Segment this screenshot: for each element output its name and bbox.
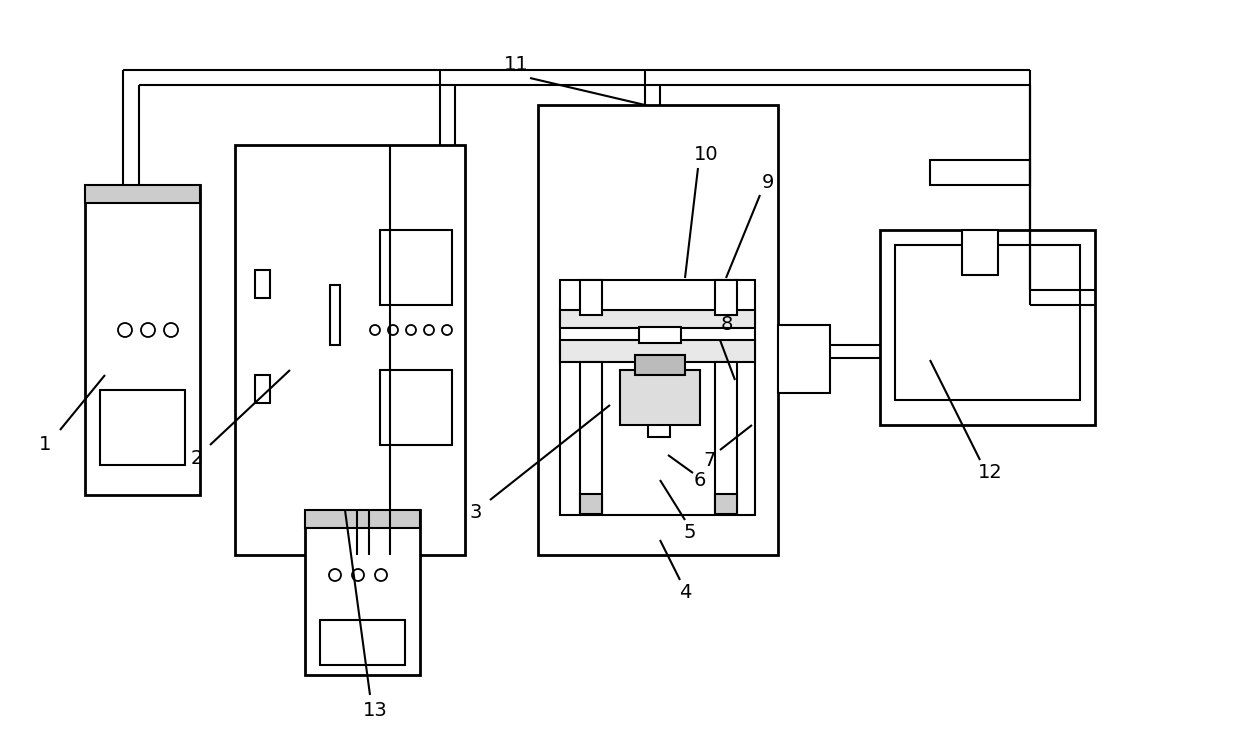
Text: 12: 12 <box>977 462 1002 482</box>
Bar <box>560 340 755 362</box>
Text: 13: 13 <box>362 700 387 719</box>
Bar <box>715 362 737 512</box>
Bar <box>86 185 200 495</box>
Bar <box>305 510 420 675</box>
Bar <box>86 185 200 203</box>
Bar <box>305 510 420 528</box>
Text: 3: 3 <box>470 504 482 523</box>
Bar <box>580 362 601 512</box>
Text: 6: 6 <box>694 470 707 490</box>
Bar <box>100 390 185 465</box>
Bar <box>379 370 453 445</box>
Bar <box>560 310 755 328</box>
Bar <box>895 245 1080 400</box>
Bar <box>649 362 670 437</box>
Bar <box>560 280 755 515</box>
Bar <box>639 327 681 343</box>
Bar <box>379 230 453 305</box>
Text: 2: 2 <box>191 448 203 468</box>
Bar <box>236 145 465 555</box>
Bar <box>538 105 777 555</box>
Bar <box>930 160 1030 185</box>
Bar <box>255 270 270 298</box>
Bar <box>320 620 405 665</box>
Text: 7: 7 <box>704 451 717 470</box>
Bar <box>777 325 830 393</box>
Text: 11: 11 <box>503 56 528 74</box>
Bar <box>255 375 270 403</box>
Bar <box>330 285 340 345</box>
Bar <box>580 280 601 315</box>
Bar <box>715 280 737 315</box>
Bar <box>620 370 701 425</box>
Text: 9: 9 <box>761 172 774 192</box>
Bar <box>635 355 684 375</box>
Text: 10: 10 <box>693 145 718 164</box>
Text: 5: 5 <box>683 523 696 542</box>
Bar <box>715 494 737 514</box>
Text: 4: 4 <box>678 583 691 601</box>
Bar <box>580 494 601 514</box>
Bar <box>962 230 998 275</box>
Bar <box>880 230 1095 425</box>
Text: 1: 1 <box>38 435 51 454</box>
Text: 8: 8 <box>720 316 733 335</box>
